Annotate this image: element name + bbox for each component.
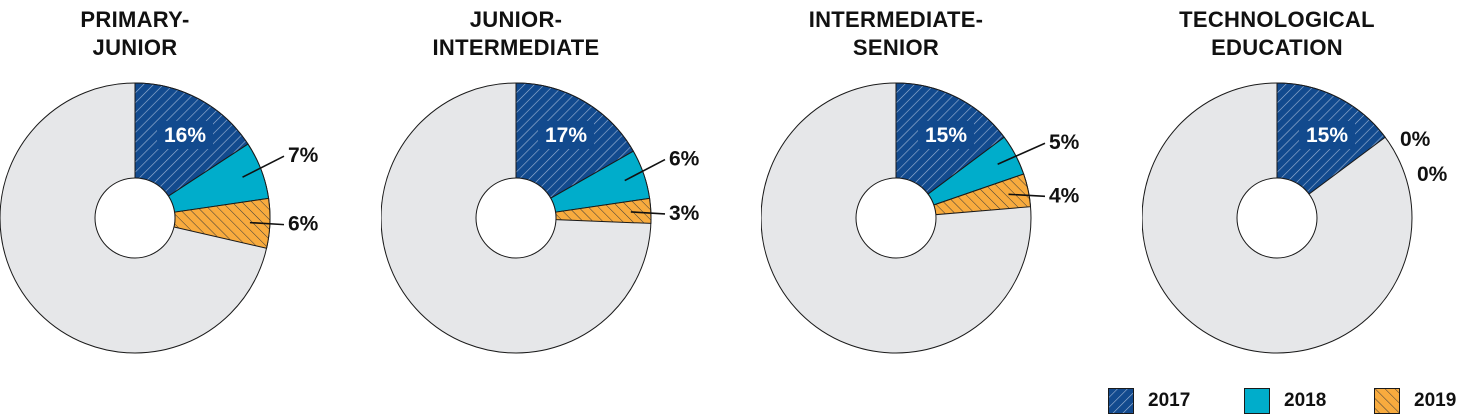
chart-title: TECHNOLOGICAL EDUCATION <box>1142 6 1412 62</box>
chart-technological-education: TECHNOLOGICAL EDUCATION 15% 0% 0% <box>1142 0 1459 360</box>
donut-chart: 15% 5% 4% <box>761 82 1080 354</box>
slice-label: 15% <box>925 124 967 147</box>
hatched-orange-swatch-icon <box>1374 388 1400 414</box>
legend-item-2019: 2019 <box>1374 388 1456 414</box>
donut-chart: 15% 0% 0% <box>1142 82 1448 354</box>
legend-label: 2017 <box>1148 390 1191 411</box>
title-line-2: INTERMEDIATE <box>432 35 600 60</box>
chart-title: INTERMEDIATE- SENIOR <box>761 6 1031 62</box>
slice-label: 17% <box>545 124 587 147</box>
title-line-2: SENIOR <box>852 35 940 60</box>
chart-junior-intermediate: JUNIOR- INTERMEDIATE 17% 6% 3% <box>381 0 741 360</box>
title-line-1: INTERMEDIATE- <box>808 7 984 32</box>
slice-label: 6% <box>288 213 319 236</box>
slice-label: 5% <box>1049 131 1080 154</box>
chart-title: PRIMARY- JUNIOR <box>0 6 270 62</box>
title-line-1: JUNIOR- <box>469 7 563 32</box>
slice-label: 15% <box>1306 124 1348 147</box>
hatched-blue-swatch-icon <box>1108 388 1134 414</box>
slice-label: 3% <box>669 202 700 225</box>
chart-intermediate-senior: INTERMEDIATE- SENIOR 15% 5% 4% <box>761 0 1121 360</box>
title-line-2: EDUCATION <box>1211 35 1343 60</box>
slice-label: 0% <box>1417 163 1448 186</box>
legend-item-2018: 2018 <box>1244 388 1326 414</box>
slice-label: 6% <box>669 148 700 171</box>
title-line-2: JUNIOR <box>92 35 178 60</box>
title-line-1: TECHNOLOGICAL <box>1179 7 1375 32</box>
title-line-1: PRIMARY- <box>80 7 190 32</box>
slice-label: 7% <box>288 144 319 167</box>
slice-label: 0% <box>1400 128 1431 151</box>
cyan-swatch-icon <box>1244 388 1270 414</box>
legend-label: 2018 <box>1284 390 1327 411</box>
legend-label: 2019 <box>1414 390 1457 411</box>
chart-primary-junior: PRIMARY- JUNIOR 16% 7% 6% <box>0 0 360 360</box>
donut-chart: 16% 7% 6% <box>0 82 319 354</box>
legend-item-2017: 2017 <box>1108 388 1190 414</box>
donut-chart: 17% 6% 3% <box>381 82 700 354</box>
slice-label: 4% <box>1049 184 1080 207</box>
slice-label: 16% <box>164 124 206 147</box>
chart-title: JUNIOR- INTERMEDIATE <box>381 6 651 62</box>
